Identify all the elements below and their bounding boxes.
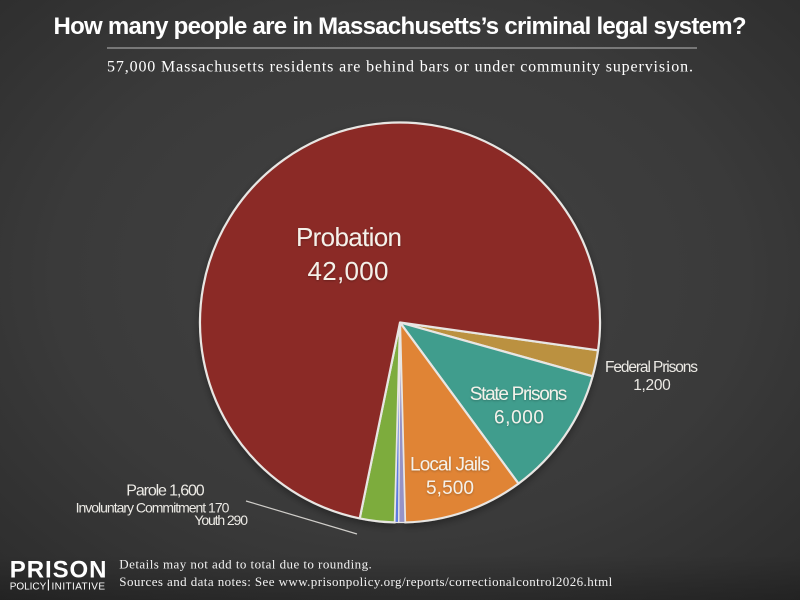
svg-text:INITIATIVE: INITIATIVE bbox=[52, 581, 106, 592]
svg-text:Federal Prisons: Federal Prisons bbox=[605, 359, 698, 376]
svg-text:42,000: 42,000 bbox=[308, 256, 389, 286]
svg-text:POLICY: POLICY bbox=[10, 581, 47, 592]
svg-text:Involuntary Commitment 170: Involuntary Commitment 170 bbox=[76, 500, 230, 516]
svg-text:Local Jails: Local Jails bbox=[410, 455, 490, 476]
svg-text:Youth 290: Youth 290 bbox=[194, 512, 248, 528]
svg-text:6,000: 6,000 bbox=[494, 408, 544, 429]
svg-text:1,200: 1,200 bbox=[633, 377, 671, 394]
svg-text:Probation: Probation bbox=[296, 222, 402, 252]
svg-text:Details may not add to total d: Details may not add to total due to roun… bbox=[119, 557, 371, 572]
svg-text:State Prisons: State Prisons bbox=[470, 384, 568, 405]
svg-text:How many people are in Massach: How many people are in Massachusetts’s c… bbox=[54, 13, 747, 40]
svg-text:PRISON: PRISON bbox=[10, 556, 107, 583]
svg-text:5,500: 5,500 bbox=[426, 478, 474, 499]
svg-text:Parole 1,600: Parole 1,600 bbox=[126, 483, 204, 500]
svg-text:57,000 Massachusetts residents: 57,000 Massachusetts residents are behin… bbox=[107, 59, 693, 76]
svg-text:Sources and data notes: See ww: Sources and data notes: See www.prisonpo… bbox=[119, 574, 612, 589]
